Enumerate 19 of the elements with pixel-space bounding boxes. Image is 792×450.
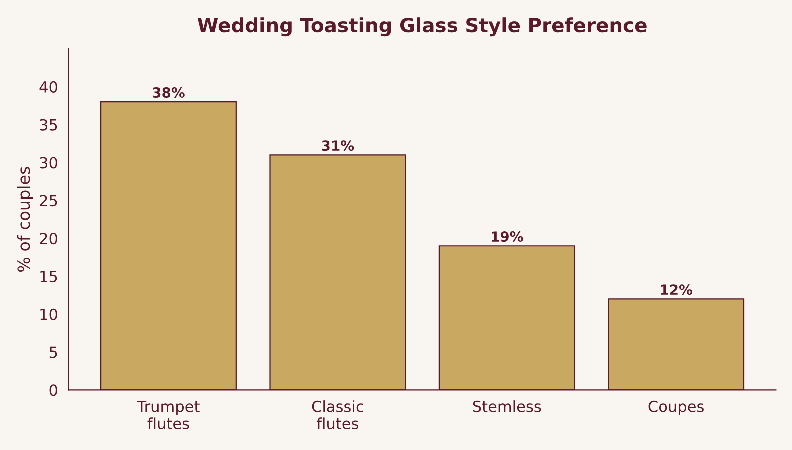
x-tick-label: Trumpet flutes	[137, 401, 200, 430]
x-tick-label: Classic flutes	[312, 400, 364, 430]
x-tick-label: Coupes	[648, 400, 704, 416]
y-tick-label: 35	[40, 119, 58, 131]
y-tick-label: 15	[40, 271, 58, 282]
y-tick-label: 0	[50, 384, 58, 396]
x-tick-label: Stemless	[473, 400, 542, 412]
y-tick-label: 5	[50, 346, 58, 358]
y-tick-label: 20	[40, 233, 58, 245]
data-label: 12%	[661, 284, 693, 296]
y-tick-label: 25	[40, 195, 58, 207]
data-label: 19%	[492, 232, 524, 242]
y-tick-label: 10	[40, 308, 58, 320]
data-label: 31%	[322, 140, 354, 152]
chart-title: Wedding Toasting Glass Style Preference	[198, 18, 647, 37]
y-tick-label: 30	[40, 157, 58, 169]
y-tick-label: 40	[40, 81, 58, 93]
y-axis-title: % of couples	[17, 167, 34, 272]
data-label: 38%	[153, 88, 185, 98]
